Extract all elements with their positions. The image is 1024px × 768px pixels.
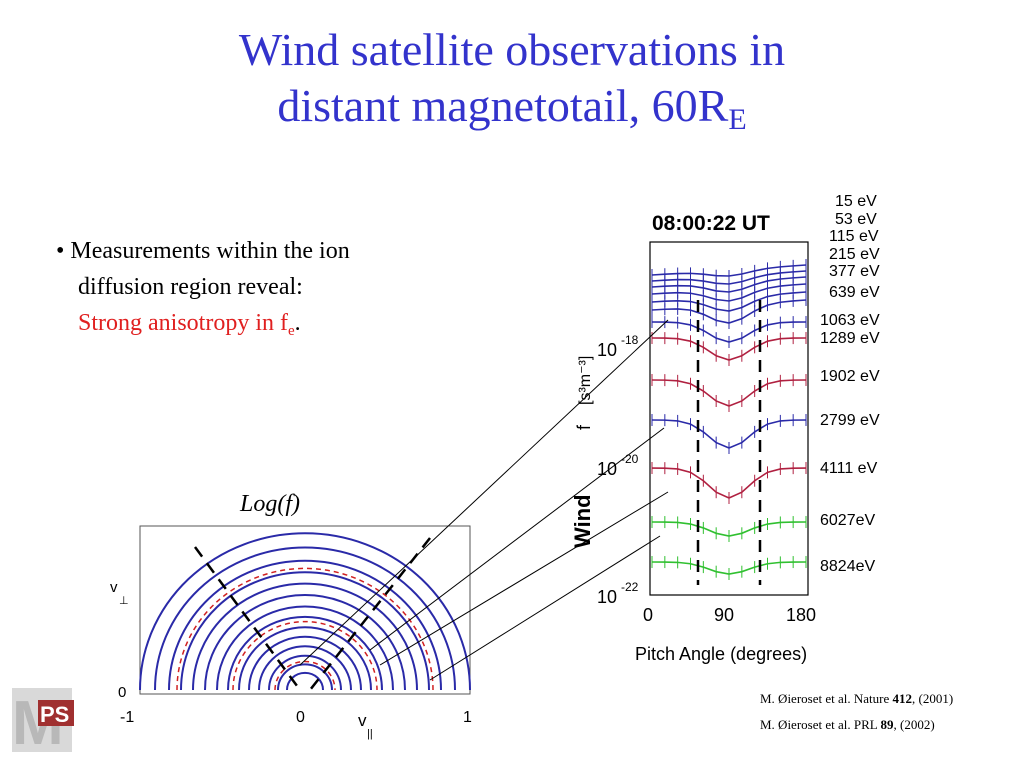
energy-label: 2799 eV [820,412,880,429]
contour-line [154,546,456,691]
contour-line [227,615,383,691]
bullet-line-1: • Measurements within the ion [56,233,496,269]
energy-label: 6027eV [820,512,875,529]
right-ytick-3: 10 [597,587,617,607]
references: M. Øieroset et al. Nature 412, (2001) M.… [760,686,953,738]
left-xlabel: v [358,711,367,730]
contour-line [286,671,324,691]
anisotropy-text: Strong anisotropy in fe [78,310,295,339]
bullet-marker: • [56,238,65,264]
right-ytick-1: 10 [597,340,617,360]
bullet-text-1: Measurements within the ion [70,238,350,264]
contour-line [192,582,418,691]
right-ylabel-wind: Wind [570,494,595,548]
energy-label: 53 eV [835,211,877,228]
energy-label: 377 eV [829,263,880,280]
title-subscript: E [728,103,747,136]
energy-label: 1902 eV [820,368,880,385]
bullet-line-3: Strong anisotropy in fe. [56,305,496,341]
contour-line [268,654,342,691]
right-ytick-3-exp: -22 [621,580,639,594]
energy-label: 8824eV [820,558,875,575]
reference-1: M. Øieroset et al. Nature 412, (2001) [760,686,953,712]
contour-line [238,626,372,691]
title-line-2-main: distant magnetotail, 60R [277,80,729,131]
ref2-year: , (2002) [893,717,935,732]
left-plot-contours [139,532,471,691]
right-ytick-1-exp: -18 [621,333,639,347]
energy-label: 4111 eV [820,460,878,477]
contour-line [204,594,406,691]
right-plot-frame [649,241,809,596]
right-ylabel-units: [s³m⁻³] [577,356,594,405]
title-line-1: Wind satellite observations in [238,24,786,75]
title-line-2: distant magnetotail, 60RE [0,78,1024,136]
contour-line [180,571,430,691]
energy-label: 115 eV [829,228,879,245]
left-xtick-3: 1 [463,709,472,726]
left-xlabel-sub: || [367,728,373,740]
anisotropy-main: Strong anisotropy in f [78,310,288,336]
right-xtick-1: 0 [643,605,653,625]
left-plot-frame [139,525,471,695]
anisotropy-sub: e [288,323,295,339]
slide-title: Wind satellite observations in distant m… [0,22,1024,136]
reference-2: M. Øieroset et al. PRL 89, (2002) [760,712,953,738]
contour-line-red [232,620,378,691]
ref1-volume: 412 [892,691,912,706]
contour-line-red [176,567,434,691]
right-plot-dashes [696,300,762,585]
contour-line [168,559,442,691]
energy-label: 639 eV [829,284,880,301]
energy-label: 15 eV [835,193,877,210]
ref2-volume: 89 [880,717,894,732]
mps-logo: M PS [12,688,74,756]
contour-line [248,635,362,691]
connector-lines [299,319,669,681]
ref1-text: M. Øieroset et al. Nature [760,691,893,706]
right-plot-header: 08:00:22 UT [652,212,770,235]
right-ytick-2-exp: -20 [621,452,639,466]
contour-line [277,663,333,691]
left-ylabel: v [110,579,118,596]
logf-caption: Log(f) [240,491,300,517]
left-xtick-2: 0 [296,709,305,726]
energy-label: 215 eV [829,246,880,263]
bullet-line-2: diffusion region reveal: [78,274,303,300]
left-ytick-0: 0 [118,684,126,701]
right-plot-curves [651,259,807,580]
right-xtick-2: 90 [714,605,734,625]
right-xlabel: Pitch Angle (degrees) [635,644,807,664]
left-ylabel-sub: ⊥ [119,595,129,607]
bullet-period: . [294,310,301,336]
left-xtick-1: -1 [120,709,134,726]
right-ylabel-f: f [574,424,594,430]
contour-line-red [274,660,336,691]
ref2-text: M. Øieroset et al. PRL [760,717,881,732]
left-plot-dashes [193,537,431,691]
bullet-block: • Measurements within the ion diffusion … [56,233,496,341]
energy-label: 1063 eV [820,312,880,329]
ref1-year: , (2001) [911,691,954,706]
right-xtick-3: 180 [786,605,816,625]
right-ytick-2: 10 [597,459,617,479]
contour-line [258,645,352,691]
logo-tag: PS [40,702,69,727]
energy-label: 1289 eV [820,330,880,347]
contour-line [139,532,471,691]
contour-line [216,605,394,691]
